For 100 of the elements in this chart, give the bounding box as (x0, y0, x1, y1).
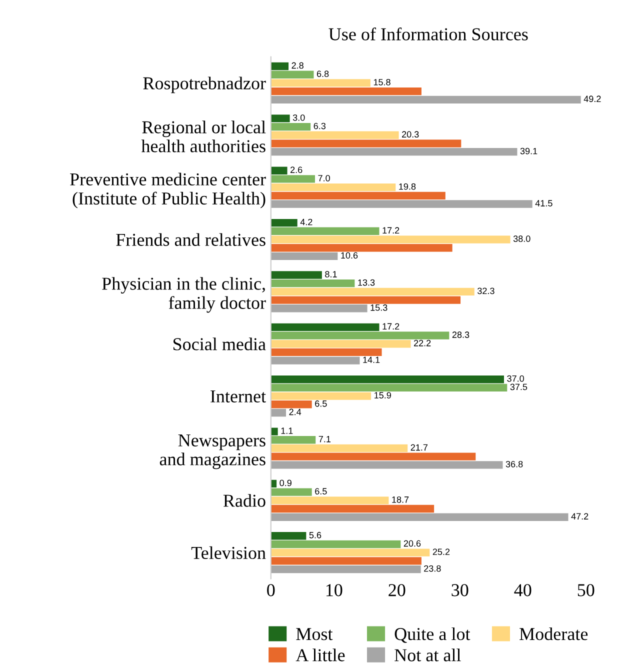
bar (270, 166, 288, 174)
bar (270, 304, 368, 312)
data-label: 8.1 (325, 271, 337, 278)
bar (270, 140, 462, 148)
bar (270, 122, 311, 131)
bar (270, 428, 278, 436)
data-label: 22.2 (414, 340, 431, 346)
legend-label: Moderate (520, 627, 588, 640)
y-tick-label: Internet (210, 390, 266, 402)
bar (270, 436, 316, 444)
y-tick-label: Friends and relatives (116, 233, 266, 246)
bar (270, 356, 360, 364)
data-label: 0.9 (280, 480, 292, 486)
y-tick-label: Preventive medicine center (Institute of Public Health) (70, 172, 266, 208)
bar (270, 557, 422, 565)
data-label: 4.2 (300, 218, 312, 226)
bar (270, 504, 434, 513)
bar (270, 131, 399, 139)
bar (270, 408, 286, 417)
x-tick-label: 30 (452, 584, 468, 596)
bar (270, 288, 474, 296)
data-label: 7.0 (318, 175, 330, 182)
bar (270, 384, 508, 392)
data-label: 37.0 (507, 375, 524, 382)
data-label: 25.2 (432, 548, 450, 556)
bar (270, 148, 518, 156)
bar (270, 114, 290, 122)
bar (270, 376, 504, 384)
bar (270, 513, 568, 521)
data-label: 49.2 (584, 96, 601, 102)
data-label: 6.5 (315, 400, 327, 407)
bar (270, 548, 430, 556)
data-label: 20.3 (402, 131, 419, 138)
x-tick-label: 20 (388, 584, 406, 596)
data-label: 15.8 (374, 78, 390, 86)
bar (270, 452, 476, 460)
bar (270, 192, 446, 200)
legend-label: Most (296, 628, 333, 640)
data-label: 14.1 (363, 356, 380, 363)
data-label: 3.0 (292, 114, 305, 121)
data-label: 36.8 (506, 460, 523, 468)
bar (270, 565, 421, 574)
bar (270, 62, 289, 70)
bar (270, 444, 408, 452)
y-tick-label: Newspapers and magazines (160, 434, 266, 470)
data-label: 6.8 (316, 70, 329, 78)
data-label: 28.3 (452, 332, 470, 338)
data-label: 1.1 (281, 428, 293, 434)
bar (270, 279, 355, 288)
bar (270, 340, 411, 348)
data-label: 17.2 (382, 323, 400, 330)
y-tick-label: Television (191, 546, 266, 560)
data-label: 47.2 (571, 513, 588, 520)
y-tick-label: Regional or local health authorities (141, 120, 266, 152)
data-label: 18.7 (392, 496, 409, 503)
bar (270, 400, 312, 408)
data-label: 32.3 (478, 288, 494, 294)
bar (270, 218, 298, 227)
x-tick-label: 40 (514, 584, 532, 596)
chart-title: Use of Information Sources (328, 27, 528, 40)
legend-label: A little (296, 648, 345, 662)
data-label: 10.6 (341, 252, 358, 259)
data-label: 15.9 (374, 392, 391, 398)
bar (270, 244, 452, 252)
y-tick-label: Radio (223, 494, 266, 507)
bar (270, 200, 532, 208)
bar (270, 461, 503, 469)
bar (270, 488, 312, 496)
data-label: 6.5 (315, 488, 327, 494)
data-label: 19.8 (399, 183, 416, 190)
data-label: 13.3 (358, 279, 375, 286)
bar (270, 183, 396, 192)
bar (270, 332, 450, 340)
data-label: 41.5 (535, 200, 552, 206)
data-label: 6.3 (314, 122, 326, 130)
data-label: 21.7 (410, 444, 428, 451)
bar (270, 392, 372, 400)
y-tick-label: Physician in the clinic, family doctor (102, 277, 266, 313)
data-label: 17.2 (382, 227, 400, 234)
bar (270, 323, 380, 332)
bar (270, 496, 389, 504)
data-label: 2.8 (292, 62, 304, 69)
data-label: 7.1 (318, 436, 331, 442)
bar (270, 175, 315, 183)
legend-label: Not at all (394, 648, 461, 662)
data-label: 2.4 (289, 408, 302, 416)
data-label: 5.6 (309, 532, 322, 538)
data-label: 39.1 (520, 148, 538, 154)
x-tick-label: 0 (267, 584, 275, 596)
bar (270, 540, 401, 548)
data-label: 20.6 (404, 540, 421, 547)
bar (270, 227, 380, 235)
data-label: 37.5 (510, 384, 528, 390)
data-label: 23.8 (424, 565, 441, 572)
bar (270, 252, 338, 260)
data-label: 2.6 (290, 166, 302, 174)
data-label: 38.0 (513, 236, 530, 242)
y-tick-label: Rospotrebnadzor (143, 76, 266, 94)
bar (270, 236, 510, 244)
bar (270, 87, 422, 96)
